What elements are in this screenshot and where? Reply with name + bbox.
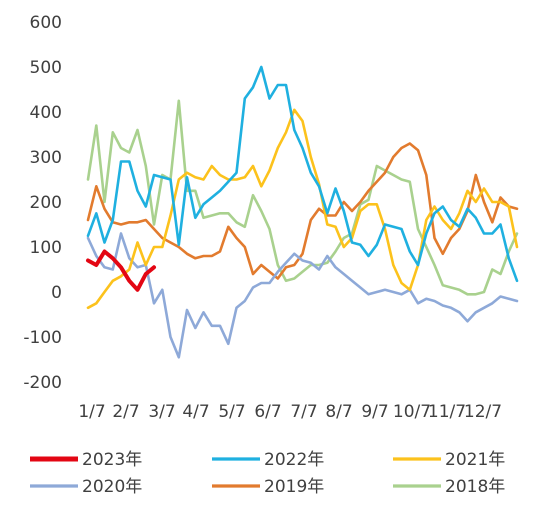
y-tick-label: 400 (30, 103, 62, 123)
x-tick-label: 7/7 (290, 402, 317, 422)
series-line-2023年 (86, 249, 156, 292)
x-tick-label: 10/7 (393, 402, 431, 422)
y-tick-label: -200 (23, 373, 62, 393)
legend-item: 2019年 (212, 477, 324, 497)
x-tick-label: 8/7 (325, 402, 352, 422)
series-line-2019年 (86, 142, 519, 280)
x-tick-label: 4/7 (182, 402, 209, 422)
y-tick-label: 200 (30, 193, 62, 213)
series-line-2018年 (86, 99, 519, 296)
y-tick-label: 0 (51, 283, 62, 303)
legend-label: 2022年 (264, 450, 324, 470)
y-tick-label: 100 (30, 238, 62, 258)
y-tick-label: -100 (23, 328, 62, 348)
y-axis-tick-labels: -200 -100 0 100 200 300 400 500 600 (23, 13, 62, 393)
legend: 2023年 2022年 2021年 2020年 2019年 2018年 (30, 450, 505, 497)
legend-label: 2018年 (445, 477, 505, 497)
legend-label: 2023年 (82, 450, 142, 470)
legend-item: 2022年 (212, 450, 324, 470)
legend-item: 2021年 (393, 450, 505, 470)
legend-label: 2019年 (264, 477, 324, 497)
x-tick-label: 9/7 (361, 402, 388, 422)
x-tick-label: 11/7 (428, 402, 466, 422)
legend-label: 2020年 (82, 477, 142, 497)
x-tick-label: 1/7 (78, 402, 105, 422)
series-line-2020年 (86, 232, 519, 359)
x-axis-tick-labels: 1/7 2/7 3/7 4/7 5/7 6/7 7/7 8/7 9/7 10/711/712/7 (78, 402, 502, 422)
legend-item: 2018年 (393, 477, 505, 497)
legend-label: 2021年 (445, 450, 505, 470)
x-tick-label: 5/7 (218, 402, 245, 422)
x-tick-label: 3/7 (148, 402, 175, 422)
x-tick-label: 12/7 (464, 402, 502, 422)
x-tick-label: 2/7 (112, 402, 139, 422)
legend-item: 2023年 (30, 450, 142, 470)
y-tick-label: 600 (30, 13, 62, 33)
y-tick-label: 300 (30, 148, 62, 168)
series-line-2021年 (86, 108, 519, 310)
y-tick-label: 500 (30, 58, 62, 78)
legend-item: 2020年 (30, 477, 142, 497)
series-line-2022年 (86, 65, 519, 283)
x-tick-label: 6/7 (254, 402, 281, 422)
series-lines (86, 65, 519, 359)
